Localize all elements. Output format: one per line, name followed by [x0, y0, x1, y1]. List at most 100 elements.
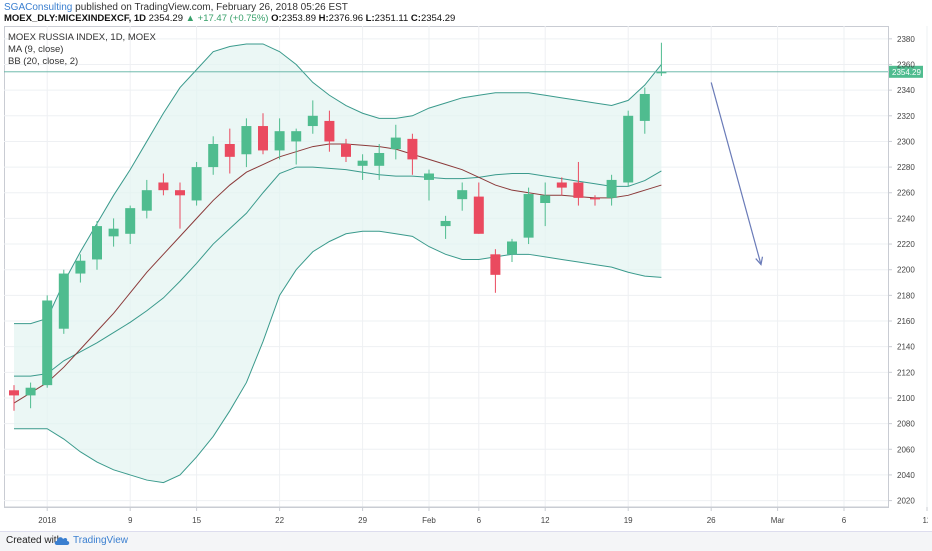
y-axis: 2020 2040 2060 2080 2100 2120 2140 2160 2180 2200… — [888, 35, 915, 506]
y-tick-label: 2220 — [897, 240, 915, 249]
x-tick-label: 12 — [923, 516, 928, 525]
x-tick-label: 6 — [477, 516, 482, 525]
candle-down — [407, 138, 418, 160]
candle-up — [424, 173, 434, 180]
candle-up — [374, 152, 385, 166]
y-tick-label: 2360 — [897, 60, 915, 69]
bb-middle-line — [14, 166, 662, 377]
candle-down — [324, 120, 335, 142]
y-tick-label: 2060 — [897, 445, 915, 454]
annotations: 2354.29 — [4, 65, 923, 266]
x-tick-label: 9 — [128, 516, 133, 525]
x-tick-label: Mar — [771, 516, 785, 525]
y-tick-label: 2020 — [897, 497, 915, 506]
candle-down — [490, 254, 501, 275]
x-tick-label: 22 — [275, 516, 284, 525]
candle-up — [208, 144, 219, 168]
candle-up — [357, 160, 368, 166]
header: SGAConsulting published on TradingView.c… — [0, 0, 932, 26]
candle-up — [457, 190, 468, 200]
candle-up — [440, 220, 451, 227]
x-tick-label: Feb — [422, 516, 436, 525]
candle-up — [606, 179, 617, 198]
candle-up — [75, 260, 86, 274]
author-link[interactable]: SGAConsulting — [4, 2, 73, 13]
candle-up — [540, 195, 551, 204]
change-value: ▲ +17.47 (+0.75%) — [185, 13, 269, 24]
y-tick-label: 2080 — [897, 420, 915, 429]
candle-up — [108, 228, 119, 237]
candle-up — [507, 241, 517, 255]
created-with-text: Created with — [6, 535, 63, 546]
ma-line — [13, 143, 662, 404]
x-tick-label: 2018 — [38, 516, 56, 525]
open-label: O: — [271, 13, 282, 24]
y-tick-label: 2040 — [897, 471, 915, 480]
candle-down — [473, 196, 484, 234]
candle-up — [125, 208, 136, 234]
candle-up — [191, 167, 202, 201]
candle-up — [25, 387, 36, 396]
candle-up — [42, 300, 53, 386]
forecast-arrow-head — [755, 256, 764, 266]
last-price-badge — [889, 65, 923, 78]
candle-up — [656, 71, 667, 74]
y-tick-label: 2320 — [897, 112, 915, 121]
close-label: C: — [410, 13, 421, 24]
x-axis: 2018 9 15 22 29 Feb 6 12 19 26 Mar 6 12 — [4, 506, 932, 525]
candle-up — [307, 115, 318, 127]
chart-svg[interactable]: 2354.29 2020 2040 2060 2080 2100 2120 2140 2160… — [4, 26, 932, 529]
y-tick-label: 2280 — [897, 163, 915, 172]
candle-up — [639, 93, 650, 121]
candle-down — [258, 126, 268, 151]
forecast-arrow-shaft — [710, 82, 762, 265]
tradingview-cloud-icon — [54, 537, 70, 545]
y-tick-label: 2240 — [897, 214, 915, 223]
y-tick-label: 2160 — [897, 317, 915, 326]
publish-line: SGAConsulting published on TradingView.c… — [4, 2, 348, 13]
x-tick-label: 12 — [541, 516, 550, 525]
legend-bb: BB (20, close, 2) — [8, 56, 78, 67]
candle-down — [573, 182, 584, 198]
candle-down — [158, 182, 169, 191]
x-tick-label: 15 — [192, 516, 201, 525]
candle-up — [623, 115, 634, 183]
last-price: 2354.29 — [148, 13, 183, 24]
low-label: L: — [365, 13, 375, 24]
legend-title: MOEX RUSSIA INDEX, 1D, MOEX — [8, 32, 156, 43]
low-value: 2351.11 — [374, 13, 409, 24]
legend: MOEX RUSSIA INDEX, 1D, MOEX MA (9, close… — [8, 32, 156, 67]
y-tick-label: 2180 — [897, 291, 915, 300]
candle-up — [141, 190, 152, 211]
candle-up — [274, 131, 285, 151]
candle-down — [341, 144, 351, 157]
last-price-label: 2354.29 — [892, 68, 921, 77]
open-value: 2353.89 — [281, 13, 316, 24]
candle-up — [241, 126, 252, 155]
candle-down — [590, 197, 600, 200]
bb-band-fill — [14, 43, 662, 483]
published-text: published on TradingView.com, February 2… — [75, 2, 348, 13]
candle-up — [58, 273, 69, 329]
symbol-label: MOEX_DLY:MICEXINDEXCF, 1D — [4, 13, 146, 24]
candle-up — [523, 194, 534, 238]
chart-area[interactable]: 2354.29 2020 2040 2060 2080 2100 2120 2140 2160… — [4, 26, 932, 529]
close-value: 2354.29 — [420, 13, 456, 24]
high-value: 2376.96 — [328, 13, 364, 24]
y-tick-label: 2260 — [897, 189, 915, 198]
tradingview-link[interactable]: TradingView — [73, 535, 129, 546]
bb-lower-line — [14, 230, 662, 484]
x-tick-label: 19 — [624, 516, 633, 525]
candle-down — [224, 144, 235, 157]
candle-up — [390, 137, 401, 150]
candle-down — [9, 390, 19, 396]
candle-up — [291, 131, 302, 142]
bb-upper-line — [14, 43, 662, 325]
candle-up — [92, 226, 102, 260]
candles — [9, 42, 667, 411]
y-tick-label: 2300 — [897, 137, 915, 146]
high-label: H: — [318, 13, 329, 24]
footer: Created with TradingView — [0, 531, 932, 551]
y-tick-label: 2380 — [897, 35, 915, 44]
candle-down — [556, 182, 567, 188]
